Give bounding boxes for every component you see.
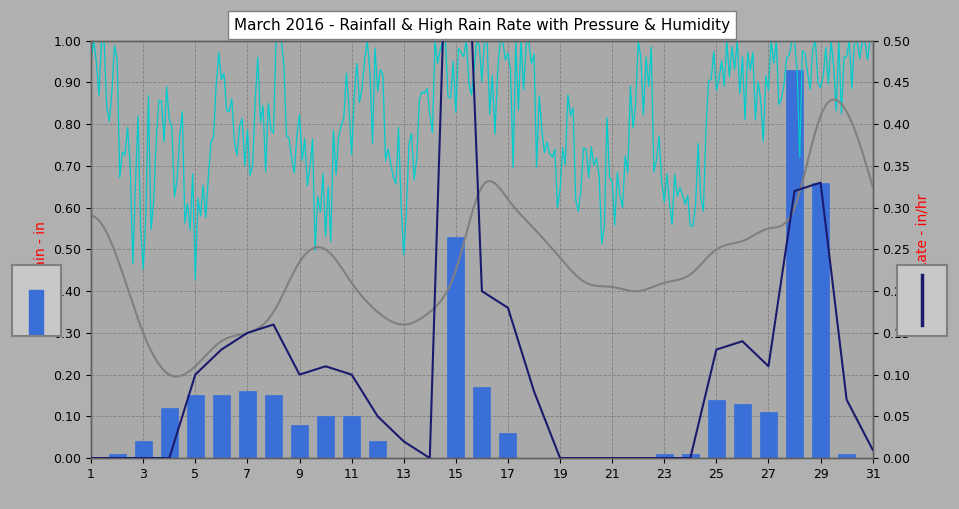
Bar — [708, 400, 725, 458]
Bar — [135, 441, 152, 458]
Bar — [187, 395, 203, 458]
Bar — [760, 412, 777, 458]
Bar — [108, 454, 126, 458]
Bar — [265, 395, 282, 458]
Bar — [656, 454, 672, 458]
Bar — [474, 387, 490, 458]
Y-axis label: Rain Rate - in/hr: Rain Rate - in/hr — [916, 193, 930, 305]
Bar — [292, 425, 308, 458]
Bar — [239, 391, 256, 458]
Bar — [448, 237, 464, 458]
Bar — [30, 290, 43, 336]
Bar — [682, 454, 699, 458]
Bar — [500, 433, 516, 458]
Bar — [369, 441, 386, 458]
Bar — [734, 404, 751, 458]
Bar — [812, 183, 829, 458]
Title: March 2016 - Rainfall & High Rain Rate with Pressure & Humidity: March 2016 - Rainfall & High Rain Rate w… — [234, 18, 730, 33]
Bar — [161, 408, 177, 458]
Bar — [838, 454, 855, 458]
Bar — [213, 395, 230, 458]
Bar — [317, 416, 334, 458]
Bar — [343, 416, 360, 458]
Bar — [786, 70, 803, 458]
Y-axis label: Rain - in: Rain - in — [34, 221, 48, 278]
